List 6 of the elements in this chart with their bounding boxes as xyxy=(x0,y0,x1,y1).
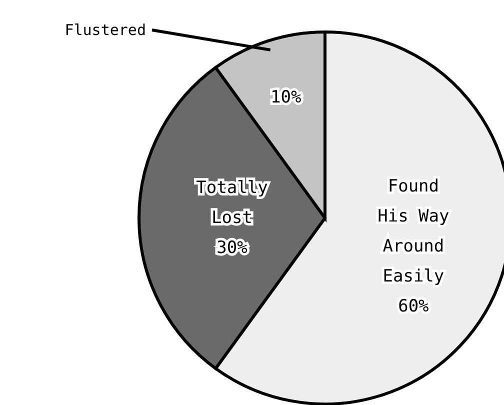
slice-label: Found His Way Around Easily xyxy=(378,176,450,287)
slice-label: Totally Lost xyxy=(196,178,268,228)
data-label: 10% xyxy=(270,88,302,108)
data-label: 30% xyxy=(216,238,248,258)
data-label: 60% xyxy=(398,296,429,317)
slice-label: Flustered xyxy=(64,21,146,39)
